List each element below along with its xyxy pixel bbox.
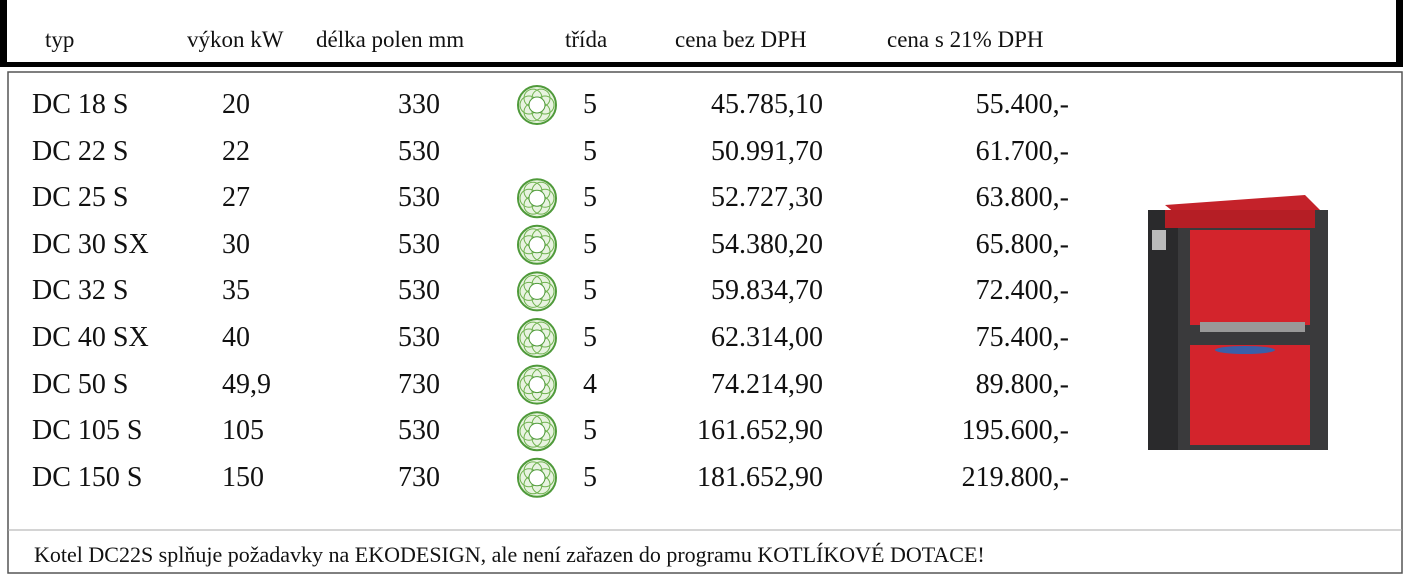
table-cell: DC 150 S (32, 461, 143, 493)
ecodesign-icon (517, 178, 557, 219)
table-cell: 530 (398, 322, 440, 353)
table-cell: 4 (583, 368, 597, 400)
table-cell: 105 (222, 415, 264, 447)
footer-note: Kotel DC22S splňuje požadavky na EKODESI… (34, 542, 985, 567)
ecodesign-icon (517, 224, 557, 265)
right-border (1396, 0, 1403, 66)
table-cell: 530 (398, 228, 440, 260)
table-cell: 75.400,- (975, 322, 1069, 353)
table-cell: 219.800,- (961, 461, 1069, 493)
table-cell: DC 25 S (32, 182, 129, 214)
table-cell: 65.800,- (975, 228, 1069, 260)
table-cell: DC 32 S (32, 275, 129, 307)
table-cell: 52.727,30 (711, 182, 823, 214)
table-cell: DC 22 S (32, 135, 129, 167)
ecodesign-icon (517, 85, 557, 125)
ecodesign-icon (517, 457, 557, 498)
column-header: cena bez DPH (675, 27, 807, 52)
table-cell: 61.700,- (975, 135, 1069, 167)
table-cell: 195.600,- (961, 415, 1069, 447)
table-cell: 55.400,- (975, 89, 1069, 120)
ecodesign-icon (517, 411, 557, 452)
table-cell: 74.214,90 (711, 368, 823, 400)
table-cell: 530 (398, 182, 440, 214)
ecodesign-icon (517, 271, 557, 312)
table-cell: 40 (222, 322, 250, 353)
column-header: typ (45, 27, 75, 52)
table-cell: 161.652,90 (697, 415, 823, 447)
table-cell: DC 50 S (32, 368, 129, 400)
table-cell: 59.834,70 (711, 275, 823, 307)
table-cell: 730 (398, 368, 440, 400)
table-cell: 54.380,20 (711, 228, 823, 260)
table-cell: 150 (222, 461, 264, 493)
table-cell: 49,9 (222, 368, 271, 400)
table-cell: 30 (222, 228, 250, 260)
table-cell: DC 40 SX (32, 322, 149, 353)
column-header: výkon kW (187, 27, 284, 52)
table-cell: 35 (222, 275, 250, 307)
column-header: třída (565, 27, 608, 52)
table-cell: 45.785,10 (711, 89, 823, 120)
table-cell: 5 (583, 135, 597, 167)
table-cell: 730 (398, 461, 440, 493)
left-border (0, 0, 7, 66)
table-cell: DC 105 S (32, 415, 143, 447)
table-cell: 50.991,70 (711, 135, 823, 167)
ecodesign-icon (517, 364, 557, 405)
table-cell: 5 (583, 89, 597, 120)
table-cell: 530 (398, 275, 440, 307)
table-cell: 22 (222, 135, 250, 167)
table-cell: 89.800,- (975, 368, 1069, 400)
header-rule (0, 62, 1403, 67)
table-cell: DC 18 S (32, 89, 129, 120)
table-cell: 530 (398, 415, 440, 447)
table-cell: 5 (583, 182, 597, 214)
table-cell: 5 (583, 415, 597, 447)
column-header: délka polen mm (316, 27, 465, 52)
boiler-image (1148, 195, 1328, 450)
table-cell: DC 30 SX (32, 228, 149, 260)
table-box (7, 71, 1403, 574)
table-cell: 330 (398, 89, 440, 120)
table-cell: 530 (398, 135, 440, 167)
table-cell: 181.652,90 (697, 461, 823, 493)
table-cell: 72.400,- (975, 275, 1069, 307)
table-cell: 5 (583, 275, 597, 307)
table-cell: 5 (583, 228, 597, 260)
column-header: cena s 21% DPH (887, 27, 1044, 52)
table-cell: 5 (583, 322, 597, 353)
table-cell: 63.800,- (975, 182, 1069, 214)
ecodesign-icon (517, 318, 557, 358)
table-cell: 62.314,00 (711, 322, 823, 353)
table-cell: 20 (222, 89, 250, 120)
table-cell: 5 (583, 461, 597, 493)
table-cell: 27 (222, 182, 250, 214)
